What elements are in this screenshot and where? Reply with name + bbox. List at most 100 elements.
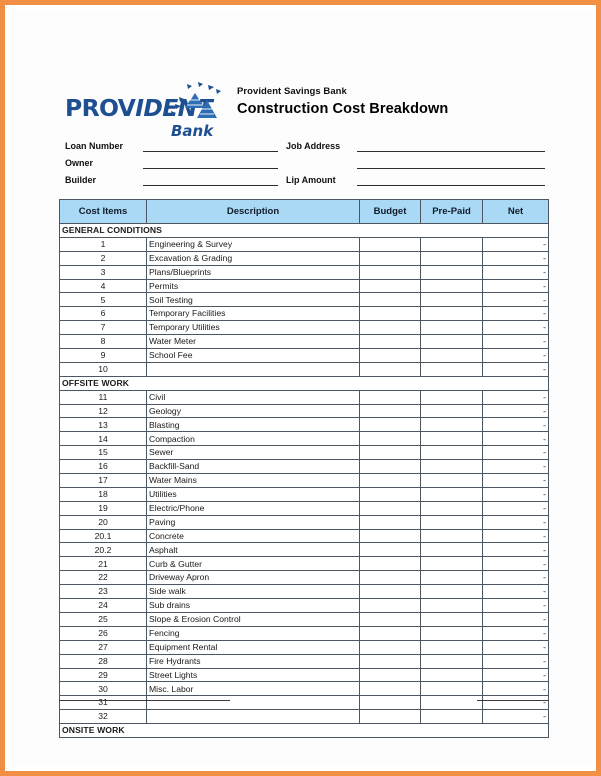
cell-budget[interactable] xyxy=(359,292,421,308)
cell-budget[interactable] xyxy=(359,653,421,669)
label-builder: Builder xyxy=(65,175,97,185)
cell-description: Compaction xyxy=(146,431,360,447)
cell-budget[interactable] xyxy=(359,681,421,697)
cell-budget[interactable] xyxy=(359,445,421,461)
cell-prepaid[interactable] xyxy=(420,431,483,447)
cell-prepaid[interactable] xyxy=(420,445,483,461)
cell-description: School Fee xyxy=(146,348,360,363)
cell-budget[interactable] xyxy=(359,667,421,683)
cell-budget[interactable] xyxy=(359,417,421,433)
cell-description xyxy=(146,361,360,377)
cell-budget[interactable] xyxy=(359,334,421,350)
cell-budget[interactable] xyxy=(359,695,421,711)
cell-prepaid[interactable] xyxy=(420,486,483,502)
cell-net: - xyxy=(482,389,549,405)
cell-prepaid[interactable] xyxy=(420,236,483,252)
cell-net: - xyxy=(482,264,549,280)
cell-description: Electric/Phone xyxy=(146,500,360,516)
cell-budget[interactable] xyxy=(359,306,421,322)
cell-budget[interactable] xyxy=(359,639,421,655)
cell-prepaid[interactable] xyxy=(420,389,483,405)
cell-net: - xyxy=(482,278,549,294)
input-builder[interactable] xyxy=(143,185,278,186)
cell-budget[interactable] xyxy=(359,611,421,627)
cell-budget[interactable] xyxy=(359,625,421,641)
cell-budget[interactable] xyxy=(359,584,421,600)
cell-budget[interactable] xyxy=(359,486,421,502)
footer-line-right[interactable] xyxy=(477,700,548,701)
cell-budget[interactable] xyxy=(359,403,421,419)
table-row: 11 Civil - xyxy=(59,389,549,405)
input-owner[interactable] xyxy=(143,168,278,169)
cell-prepaid[interactable] xyxy=(420,584,483,600)
cell-description: Water Meter xyxy=(146,334,360,350)
cell-budget[interactable] xyxy=(359,250,421,266)
table-row: 7 Temporary Utilities - xyxy=(59,320,549,336)
label-loan-number: Loan Number xyxy=(65,141,124,151)
table-row: 31- xyxy=(59,695,549,711)
table-row: 27 Equipment Rental - xyxy=(59,639,549,655)
input-loan-number[interactable] xyxy=(143,151,278,152)
cell-prepaid[interactable] xyxy=(420,250,483,266)
cell-prepaid[interactable] xyxy=(420,542,483,558)
input-job-address-line2[interactable] xyxy=(357,168,545,169)
cell-budget[interactable] xyxy=(359,598,421,613)
cell-prepaid[interactable] xyxy=(420,334,483,350)
cell-budget[interactable] xyxy=(359,556,421,572)
cell-budget[interactable] xyxy=(359,570,421,586)
cell-cost-item: 18 xyxy=(59,486,147,502)
cell-prepaid[interactable] xyxy=(420,625,483,641)
cell-prepaid[interactable] xyxy=(420,639,483,655)
cell-budget[interactable] xyxy=(359,278,421,294)
cell-prepaid[interactable] xyxy=(420,667,483,683)
cell-prepaid[interactable] xyxy=(420,598,483,613)
cell-prepaid[interactable] xyxy=(420,361,483,377)
cell-prepaid[interactable] xyxy=(420,681,483,697)
cell-budget[interactable] xyxy=(359,264,421,280)
cell-prepaid[interactable] xyxy=(420,570,483,586)
cell-budget[interactable] xyxy=(359,514,421,530)
cell-budget[interactable] xyxy=(359,389,421,405)
cell-cost-item: 23 xyxy=(59,584,147,600)
footer-line-left[interactable] xyxy=(59,700,230,701)
cell-prepaid[interactable] xyxy=(420,348,483,363)
title-block: Provident Savings Bank Construction Cost… xyxy=(237,86,448,117)
cell-cost-item: 13 xyxy=(59,417,147,433)
cell-budget[interactable] xyxy=(359,320,421,336)
cell-description: Backfill-Sand xyxy=(146,459,360,475)
input-lip-amount[interactable] xyxy=(357,185,545,186)
cell-prepaid[interactable] xyxy=(420,403,483,419)
cell-budget[interactable] xyxy=(359,348,421,363)
cell-budget[interactable] xyxy=(359,459,421,475)
cell-prepaid[interactable] xyxy=(420,459,483,475)
cell-net: - xyxy=(482,486,549,502)
cell-net: - xyxy=(482,625,549,641)
cell-prepaid[interactable] xyxy=(420,611,483,627)
cell-budget[interactable] xyxy=(359,431,421,447)
cell-prepaid[interactable] xyxy=(420,264,483,280)
cell-prepaid[interactable] xyxy=(420,500,483,516)
cell-prepaid[interactable] xyxy=(420,653,483,669)
cell-budget[interactable] xyxy=(359,500,421,516)
cell-prepaid[interactable] xyxy=(420,417,483,433)
table-header: Cost Items Description Budget Pre-Paid N… xyxy=(59,199,549,224)
cell-prepaid[interactable] xyxy=(420,514,483,530)
cell-net: - xyxy=(482,403,549,419)
section-header-row: ONSITE WORK xyxy=(59,723,549,738)
cell-prepaid[interactable] xyxy=(420,278,483,294)
cell-prepaid[interactable] xyxy=(420,528,483,544)
cell-description: Equipment Rental xyxy=(146,639,360,655)
cell-prepaid[interactable] xyxy=(420,306,483,322)
input-job-address[interactable] xyxy=(357,151,545,152)
cell-budget[interactable] xyxy=(359,236,421,252)
cell-budget[interactable] xyxy=(359,542,421,558)
cell-prepaid[interactable] xyxy=(420,556,483,572)
cell-budget[interactable] xyxy=(359,528,421,544)
cell-budget[interactable] xyxy=(359,361,421,377)
cell-prepaid[interactable] xyxy=(420,320,483,336)
cell-budget[interactable] xyxy=(359,473,421,488)
cell-prepaid[interactable] xyxy=(420,473,483,488)
cell-prepaid[interactable] xyxy=(420,292,483,308)
cell-description: Asphalt xyxy=(146,542,360,558)
cell-cost-item: 3 xyxy=(59,264,147,280)
